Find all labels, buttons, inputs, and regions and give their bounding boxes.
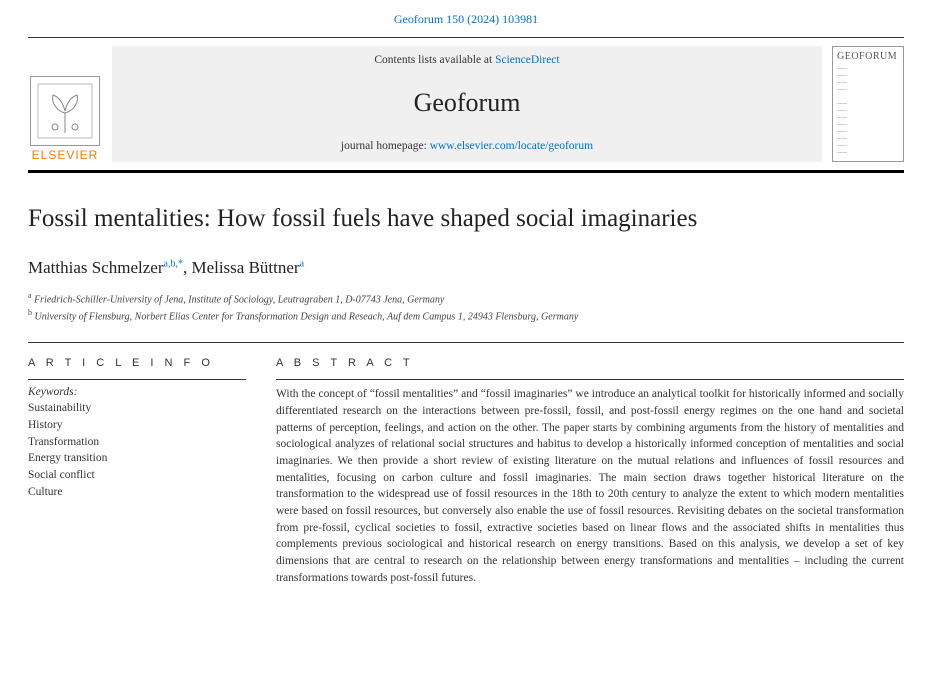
- masthead-center: Contents lists available at ScienceDirec…: [112, 46, 822, 162]
- affiliation-a: a Friedrich-Schiller-University of Jena,…: [28, 290, 904, 307]
- body-columns: A R T I C L E I N F O Keywords: Sustaina…: [28, 357, 904, 586]
- cover-editor-lines: ————————————————————————: [837, 66, 899, 157]
- elsevier-tree-icon: [30, 76, 100, 146]
- rule-thick: [28, 170, 904, 173]
- abstract-rule: [276, 379, 904, 380]
- masthead: ELSEVIER Contents lists available at Sci…: [28, 38, 904, 170]
- publisher-logo-block: ELSEVIER: [28, 46, 102, 162]
- keyword-item: Sustainability: [28, 400, 246, 417]
- keywords-rule: [28, 379, 246, 380]
- contents-available: Contents lists available at ScienceDirec…: [122, 54, 812, 66]
- keyword-item: History: [28, 417, 246, 434]
- keyword-item: Culture: [28, 484, 246, 501]
- contents-prefix: Contents lists available at: [374, 54, 495, 66]
- journal-name: Geoforum: [122, 88, 812, 118]
- article-info-column: A R T I C L E I N F O Keywords: Sustaina…: [28, 357, 246, 586]
- cover-title: GEOFORUM: [837, 51, 899, 62]
- journal-homepage: journal homepage: www.elsevier.com/locat…: [122, 140, 812, 152]
- keywords-label: Keywords:: [28, 386, 246, 398]
- keyword-item: Transformation: [28, 434, 246, 451]
- author-1-affil-marks[interactable]: a,b,*: [164, 258, 183, 269]
- keyword-item: Energy transition: [28, 450, 246, 467]
- author-1[interactable]: Matthias Schmelzer: [28, 258, 164, 277]
- author-list: Matthias Schmelzera,b,*, Melissa Büttner…: [28, 258, 904, 278]
- homepage-prefix: journal homepage:: [341, 140, 430, 152]
- citation-line: Geoforum 150 (2024) 103981: [28, 8, 904, 37]
- publisher-label: ELSEVIER: [32, 148, 99, 162]
- abstract-head: A B S T R A C T: [276, 357, 904, 369]
- keywords-list: Sustainability History Transformation En…: [28, 400, 246, 500]
- abstract-text: With the concept of “fossil mentalities”…: [276, 386, 904, 586]
- author-2-affil-marks[interactable]: a: [300, 258, 304, 269]
- rule-before-body: [28, 342, 904, 343]
- journal-cover-thumb: GEOFORUM ————————————————————————: [832, 46, 904, 162]
- affiliation-b: b University of Flensburg, Norbert Elias…: [28, 307, 904, 324]
- sciencedirect-link[interactable]: ScienceDirect: [495, 54, 560, 66]
- author-2[interactable]: Melissa Büttner: [191, 258, 299, 277]
- affiliations: a Friedrich-Schiller-University of Jena,…: [28, 290, 904, 325]
- article-info-head: A R T I C L E I N F O: [28, 357, 246, 369]
- abstract-column: A B S T R A C T With the concept of “fos…: [276, 357, 904, 586]
- keyword-item: Social conflict: [28, 467, 246, 484]
- article-title: Fossil mentalities: How fossil fuels hav…: [28, 203, 904, 236]
- homepage-link[interactable]: www.elsevier.com/locate/geoforum: [430, 140, 593, 152]
